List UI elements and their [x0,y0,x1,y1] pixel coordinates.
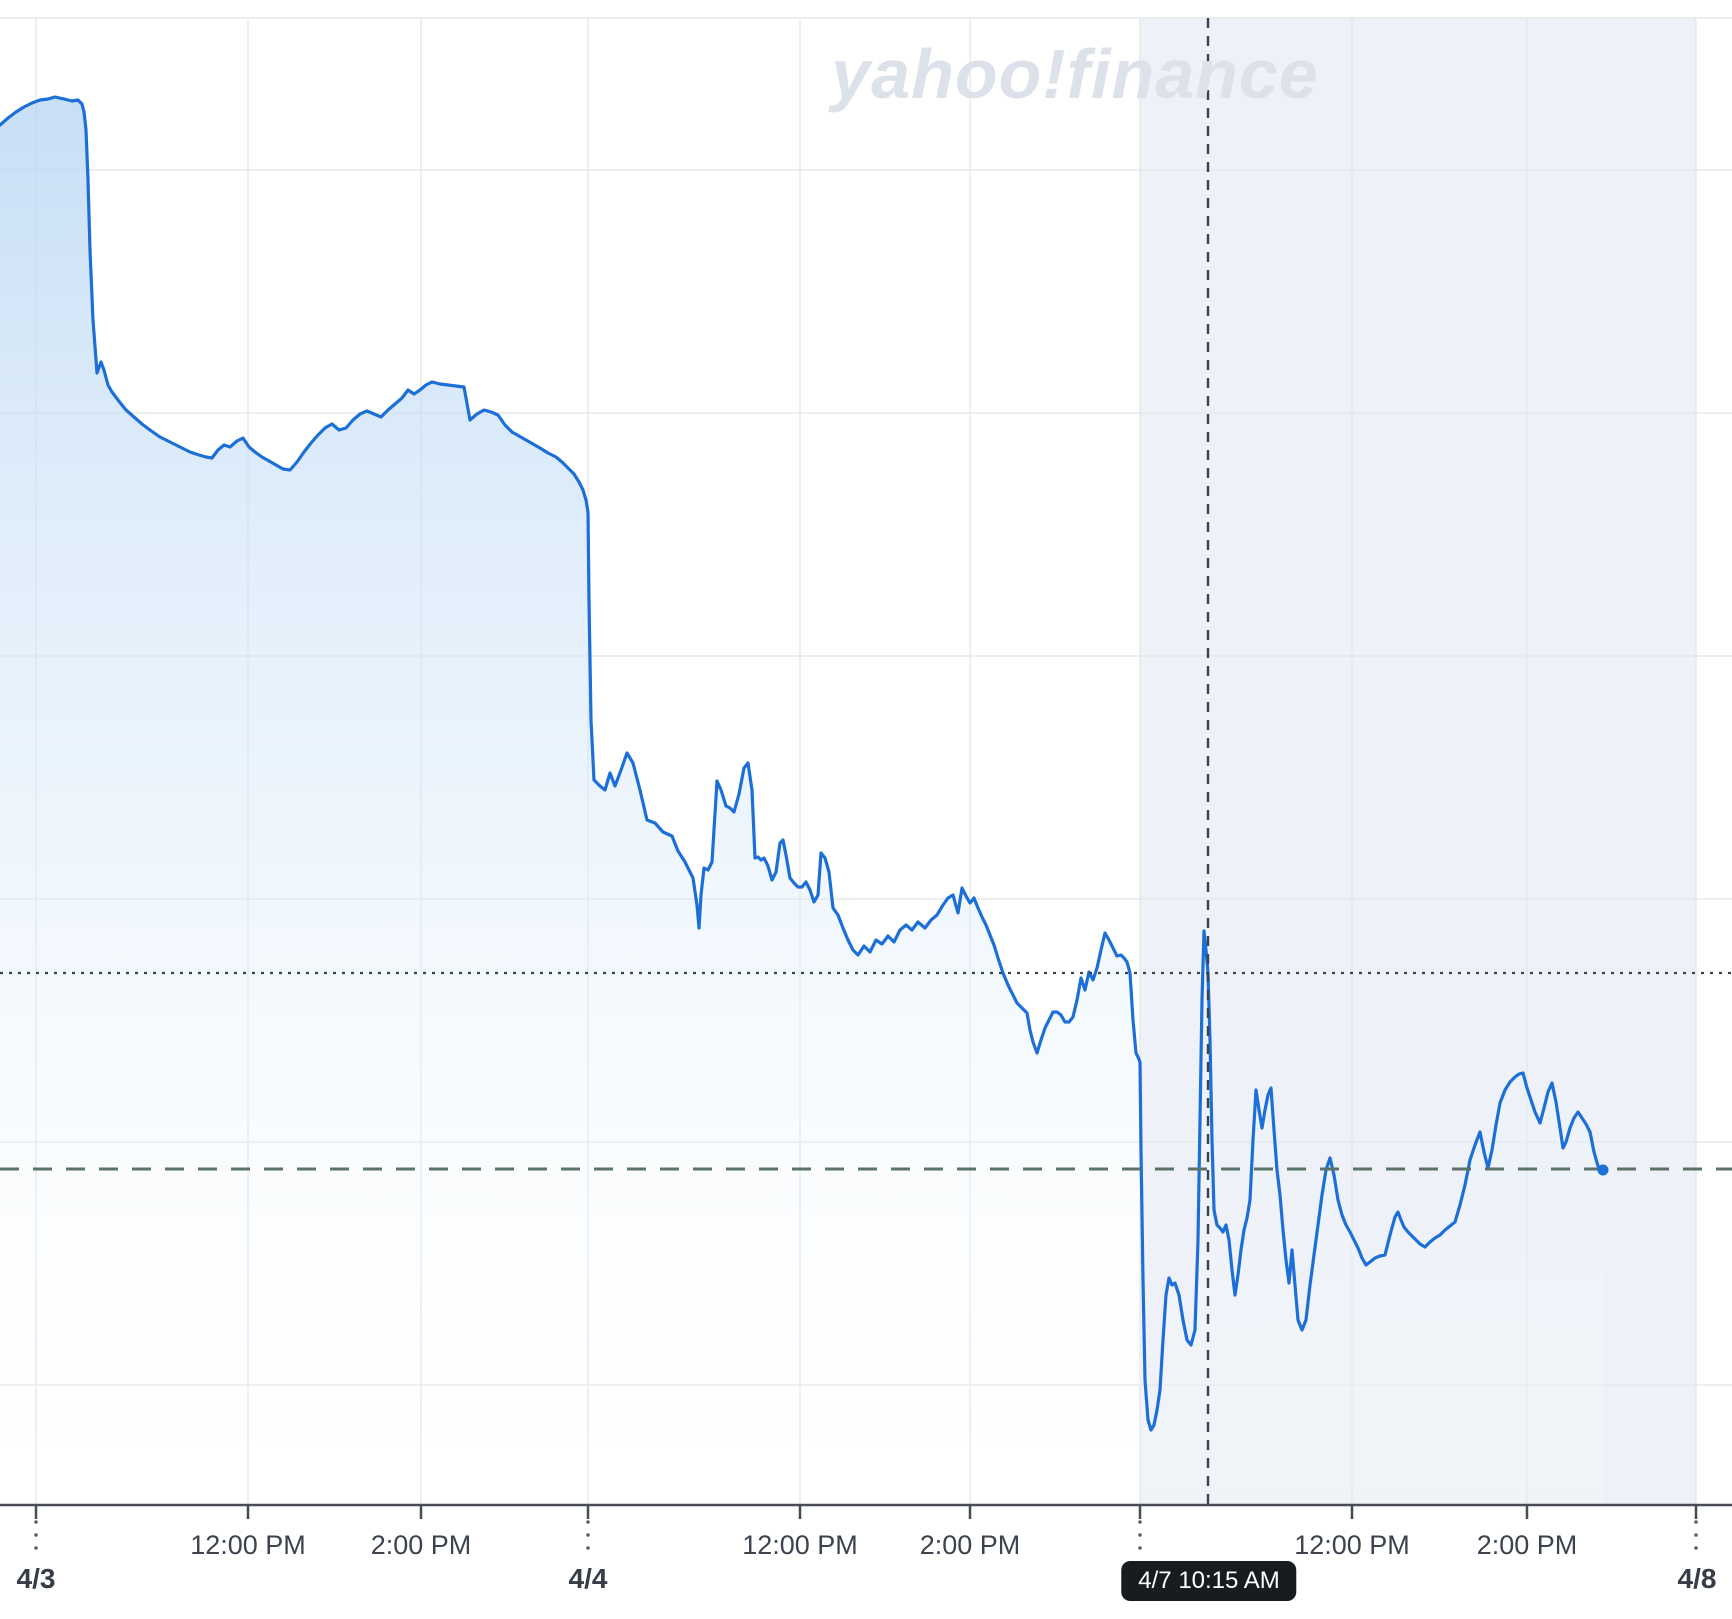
time-tick-label: 12:00 PM [742,1530,858,1560]
crosshair-tooltip-badge: 4/7 10:15 AM [1121,1561,1297,1601]
day-divider-dots [1694,1520,1698,1524]
day-divider-dots [1138,1546,1142,1550]
date-tick-label: 4/4 [568,1563,608,1594]
day-divider-dots [1694,1546,1698,1550]
day-divider-dots [1138,1520,1142,1524]
day-divider-dots [586,1520,590,1524]
day-divider-dots [34,1533,38,1537]
date-tick-label: 4/8 [1677,1563,1717,1594]
day-divider-dots [586,1533,590,1537]
day-divider-dots [1694,1533,1698,1537]
yahoo-finance-watermark: yahoo!finance [831,35,1319,113]
day-divider-dots [34,1546,38,1550]
time-tick-label: 2:00 PM [370,1530,472,1560]
last-trade-dot [1597,1164,1609,1176]
day-divider-dots [1138,1533,1142,1537]
time-tick-label: 12:00 PM [190,1530,306,1560]
day-divider-dots [34,1520,38,1524]
date-tick-label: 4/3 [16,1563,56,1594]
price-area-fill [0,97,1603,1505]
time-tick-label: 12:00 PM [1294,1530,1410,1560]
day-divider-dots [586,1546,590,1550]
time-tick-label: 2:00 PM [919,1530,1021,1560]
price-line [0,95,1605,1432]
time-tick-label: 2:00 PM [1476,1530,1578,1560]
